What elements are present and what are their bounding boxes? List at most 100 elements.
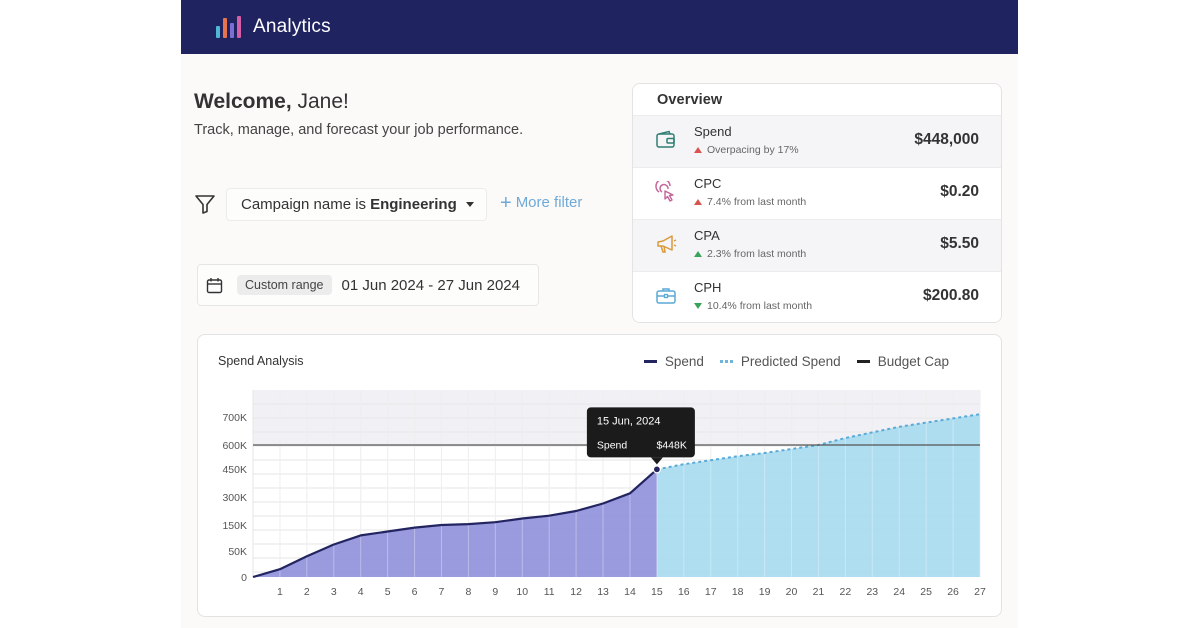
plus-icon: +	[500, 191, 512, 214]
legend-item-budget-cap[interactable]: Budget Cap	[856, 354, 949, 369]
x-tick-label: 24	[893, 586, 905, 598]
metric-trend: 2.3% from last month	[694, 248, 806, 260]
metric-name: CPC	[694, 176, 722, 191]
date-range-picker[interactable]: Custom range 01 Jun 2024 - 27 Jun 2024	[197, 264, 539, 306]
tap-icon	[655, 181, 674, 202]
welcome-subtitle: Track, manage, and forecast your job per…	[194, 122, 524, 138]
welcome-heading: Welcome, Jane!	[194, 90, 349, 114]
legend-item-spend[interactable]: Spend	[643, 354, 704, 369]
x-tick-label: 22	[840, 586, 852, 598]
predicted-area	[656, 414, 980, 577]
x-tick-label: 25	[920, 586, 932, 598]
overview-title: Overview	[657, 92, 723, 108]
x-tick-label: 3	[331, 586, 337, 598]
metric-trend: 10.4% from last month	[694, 300, 812, 312]
metric-sub: 2.3% from last month	[707, 248, 807, 260]
welcome-greeting: Welcome,	[194, 90, 292, 113]
y-tick-label: 450K	[222, 464, 247, 476]
metric-row-spend[interactable]: Spend Overpacing by 17% $448,000	[633, 115, 1001, 167]
overview-card: Overview Spend Overpacing by 17% $448,00…	[632, 83, 1002, 323]
x-tick-label: 11	[544, 586, 555, 598]
x-tick-label: 2	[304, 586, 310, 598]
x-tick-label: 15	[651, 586, 663, 598]
trend-up-icon	[694, 251, 702, 257]
x-tick-label: 10	[516, 586, 528, 598]
spend-area	[253, 469, 657, 577]
calendar-icon	[206, 277, 223, 293]
caret-down-icon	[465, 202, 474, 207]
trend-up-icon	[694, 147, 702, 153]
legend-swatch-predicted	[719, 360, 733, 363]
custom-range-chip[interactable]: Custom range	[237, 275, 332, 295]
metric-name: CPA	[694, 228, 720, 243]
tooltip-value: $448K	[657, 439, 687, 451]
tooltip-pointer	[650, 457, 663, 465]
top-bar: Analytics	[181, 0, 1018, 54]
more-filter-label: More filter	[515, 194, 583, 211]
x-tick-label: 12	[570, 586, 582, 598]
metric-value: $5.50	[940, 235, 979, 252]
x-tick-label: 27	[974, 586, 986, 598]
metric-name: Spend	[694, 124, 732, 139]
legend-label: Spend	[664, 354, 704, 369]
x-tick-label: 20	[786, 586, 798, 598]
x-tick-label: 19	[759, 586, 771, 598]
highlight-point	[652, 465, 661, 474]
metric-sub: 7.4% from last month	[707, 196, 807, 208]
y-tick-label: 700K	[222, 412, 247, 424]
legend-item-predicted[interactable]: Predicted Spend	[719, 354, 841, 369]
welcome-name: Jane!	[297, 90, 349, 113]
y-tick-label: 600K	[222, 440, 247, 452]
spend-analysis-card: 0 50K 150K 300K 450K 600K 700K 1 2 3 4 5 6 7 8 9 10 11 12 1…	[197, 334, 1002, 617]
trend-down-icon	[694, 303, 702, 309]
legend-label: Budget Cap	[877, 354, 949, 369]
metric-value: $448,000	[914, 131, 979, 148]
chart-tooltip: 15 Jun, 2024 Spend $448K	[586, 407, 695, 465]
y-tick-label: 50K	[228, 546, 247, 558]
x-tick-label: 18	[732, 586, 744, 598]
x-tick-label: 9	[492, 586, 498, 598]
analytics-logo-icon[interactable]	[216, 16, 241, 38]
analytics-app: Analytics Welcome, Jane! Track, manage, …	[181, 0, 1018, 628]
tooltip-box	[586, 407, 695, 458]
legend-swatch-spend	[643, 360, 657, 363]
legend-label: Predicted Spend	[740, 354, 841, 369]
x-tick-label: 4	[358, 586, 364, 598]
x-tick-label: 14	[624, 586, 636, 598]
filter-prefix: Campaign name is	[241, 196, 367, 213]
wallet-icon	[656, 130, 675, 148]
tooltip-date: 15 Jun, 2024	[597, 415, 661, 427]
y-tick-label: 150K	[222, 520, 247, 532]
x-tick-label: 5	[385, 586, 391, 598]
trend-up-icon	[694, 199, 702, 205]
tooltip-label: Spend	[597, 439, 628, 451]
x-tick-label: 23	[866, 586, 878, 598]
legend-swatch-budget-cap	[856, 360, 870, 363]
x-tick-label: 6	[412, 586, 418, 598]
metric-row-cpc[interactable]: CPC 7.4% from last month $0.20	[633, 167, 1001, 219]
metric-sub: Overpacing by 17%	[707, 144, 799, 156]
megaphone-icon	[657, 235, 677, 253]
x-tick-label: 26	[947, 586, 959, 598]
metric-row-cph[interactable]: CPH 10.4% from last month $200.80	[633, 271, 1001, 322]
metric-trend: 7.4% from last month	[694, 196, 806, 208]
campaign-filter-dropdown[interactable]: Campaign name is Engineering	[226, 188, 487, 221]
x-tick-label: 17	[705, 586, 717, 598]
briefcase-icon	[656, 288, 676, 304]
metric-row-cpa[interactable]: CPA 2.3% from last month $5.50	[633, 219, 1001, 271]
metric-value: $200.80	[922, 287, 979, 304]
metric-name: CPH	[694, 280, 722, 295]
metric-value: $0.20	[940, 183, 979, 200]
date-range-value: 01 Jun 2024 - 27 Jun 2024	[341, 276, 520, 294]
app-title: Analytics	[253, 16, 331, 37]
x-tick-label: 21	[813, 586, 825, 598]
y-tick-label: 300K	[222, 492, 247, 504]
more-filter-button[interactable]: + More filter	[500, 191, 583, 214]
x-tick-label: 8	[465, 586, 471, 598]
filter-icon[interactable]	[194, 193, 216, 215]
y-tick-label: 0	[241, 572, 247, 584]
x-tick-label: 1	[277, 586, 283, 598]
metric-sub: 10.4% from last month	[707, 300, 813, 312]
chart-title: Spend Analysis	[218, 354, 304, 368]
